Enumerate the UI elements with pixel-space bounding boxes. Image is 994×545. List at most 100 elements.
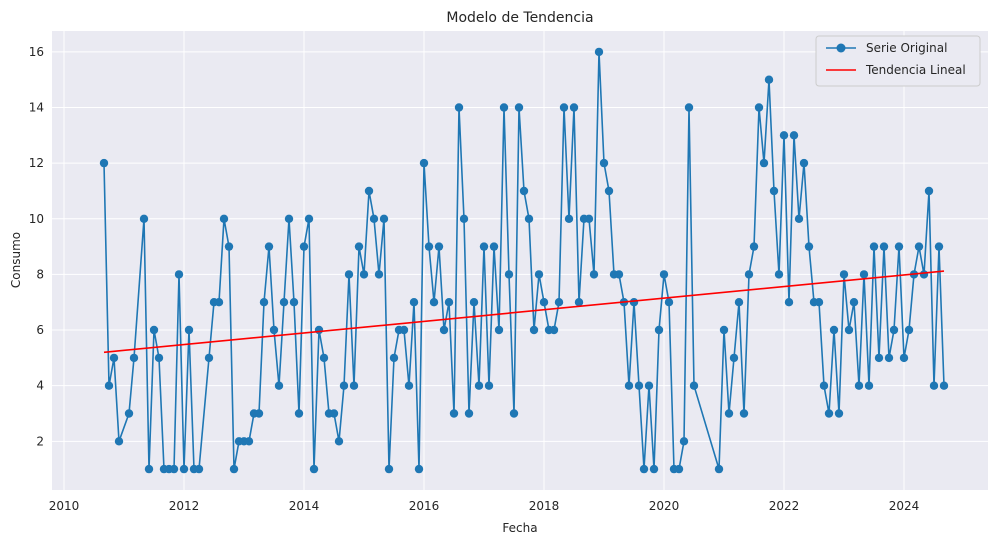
data-point — [364, 186, 374, 196]
data-point — [854, 381, 864, 390]
data-point — [914, 242, 924, 251]
data-point — [379, 214, 389, 223]
data-point — [369, 214, 379, 223]
x-axis-label: Fecha — [502, 521, 537, 535]
data-point — [154, 353, 164, 363]
data-point — [289, 298, 299, 307]
data-point — [794, 214, 804, 223]
legend: Serie Original Tendencia Lineal — [815, 35, 981, 87]
data-point — [309, 464, 319, 474]
data-point — [404, 381, 414, 390]
data-point — [439, 325, 449, 335]
legend-marker-original — [836, 43, 846, 53]
series-group — [99, 47, 949, 474]
data-point — [614, 270, 624, 279]
legend-label-trend: Tendencia Lineal — [865, 63, 966, 77]
data-point — [214, 298, 224, 307]
data-point — [329, 409, 339, 418]
data-point — [729, 353, 739, 363]
data-point — [174, 270, 184, 279]
data-point — [674, 464, 684, 474]
y-tick-label: 10 — [29, 212, 44, 226]
data-point — [549, 325, 559, 335]
data-point — [939, 381, 949, 390]
data-point — [789, 131, 799, 140]
data-point — [539, 298, 549, 307]
data-point — [744, 270, 754, 279]
data-point — [459, 214, 469, 223]
data-point — [719, 325, 729, 335]
data-point — [774, 270, 784, 279]
data-point — [454, 103, 464, 112]
data-point — [864, 381, 874, 390]
data-point — [149, 325, 159, 335]
data-point — [344, 270, 354, 279]
data-point — [179, 464, 189, 474]
data-point — [679, 437, 689, 446]
data-point — [499, 103, 509, 112]
data-point — [219, 214, 229, 223]
data-point — [824, 409, 834, 418]
data-point — [424, 242, 434, 251]
data-point — [244, 437, 254, 446]
data-point — [889, 325, 899, 335]
x-tick-label: 2018 — [529, 499, 560, 513]
data-point — [604, 186, 614, 196]
data-point — [629, 298, 639, 307]
x-tick-label: 2012 — [169, 499, 200, 513]
data-point — [464, 409, 474, 418]
data-point — [814, 298, 824, 307]
data-point — [594, 47, 604, 57]
data-point — [514, 103, 524, 112]
data-point — [204, 353, 214, 363]
data-point — [834, 409, 844, 418]
data-point — [639, 464, 649, 474]
data-point — [104, 381, 114, 390]
data-point — [169, 464, 179, 474]
data-point — [479, 242, 489, 251]
data-point — [564, 214, 574, 223]
data-point — [769, 186, 779, 196]
x-tick-label: 2020 — [649, 499, 680, 513]
data-point — [649, 464, 659, 474]
y-tick-label: 14 — [29, 101, 44, 115]
data-point — [534, 270, 544, 279]
legend-label-original: Serie Original — [866, 41, 947, 55]
data-point — [659, 270, 669, 279]
data-point — [689, 381, 699, 390]
data-point — [874, 353, 884, 363]
data-point — [354, 242, 364, 251]
data-point — [559, 103, 569, 112]
data-point — [469, 298, 479, 307]
data-point — [819, 381, 829, 390]
data-point — [779, 131, 789, 140]
data-point — [254, 409, 264, 418]
data-point — [359, 270, 369, 279]
y-tick-label: 12 — [29, 156, 44, 170]
data-point — [129, 353, 139, 363]
data-point — [509, 409, 519, 418]
data-point — [749, 242, 759, 251]
data-point — [274, 381, 284, 390]
data-point — [764, 75, 774, 84]
data-point — [599, 158, 609, 168]
x-tick-label: 2022 — [769, 499, 800, 513]
data-point — [634, 381, 644, 390]
trend-line — [103, 270, 945, 354]
data-point — [259, 298, 269, 307]
y-tick-label: 2 — [36, 434, 44, 448]
data-point — [194, 464, 204, 474]
data-point — [624, 381, 634, 390]
data-point — [899, 353, 909, 363]
data-point — [799, 158, 809, 168]
x-tick-label: 2016 — [409, 499, 440, 513]
data-point — [304, 214, 314, 223]
data-point — [434, 242, 444, 251]
data-point — [494, 325, 504, 335]
data-point — [114, 437, 124, 446]
data-point — [844, 325, 854, 335]
data-point — [299, 242, 309, 251]
data-point — [664, 298, 674, 307]
y-axis: 2 4 6 8 10 12 14 16 — [29, 45, 44, 448]
data-point — [829, 325, 839, 335]
